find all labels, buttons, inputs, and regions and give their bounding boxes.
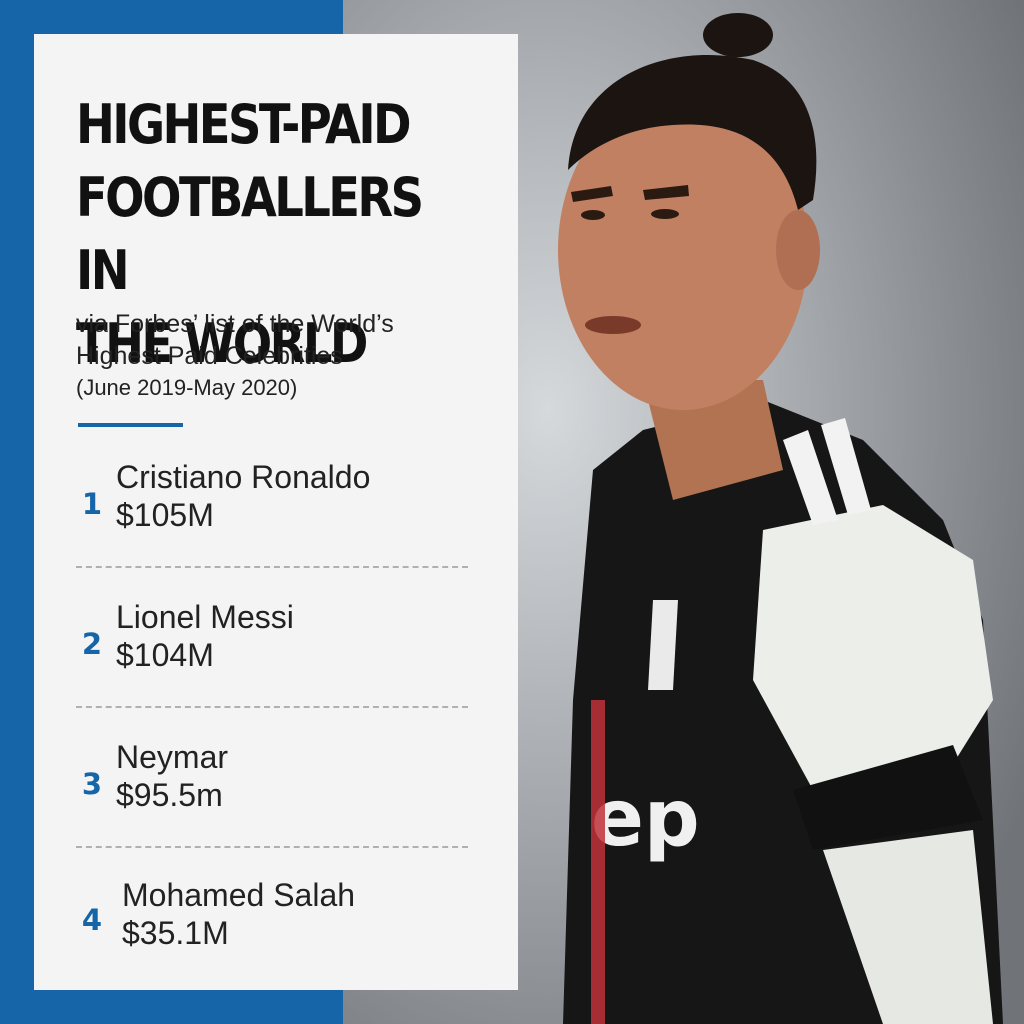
divider: [76, 846, 468, 848]
divider: [76, 706, 468, 708]
rank-number: 3: [81, 767, 103, 801]
bottom-band: [0, 992, 343, 1024]
accent-rule: [78, 423, 183, 427]
headline-line-1: HIGHEST-PAID: [76, 93, 412, 156]
player-name: Lionel Messi: [116, 599, 294, 635]
ranking-item-1: 1 Cristiano Ronaldo $105M: [74, 459, 514, 549]
player-name: Mohamed Salah: [122, 877, 356, 913]
player-earnings: $104M: [116, 637, 214, 673]
headline-line-2: FOOTBALLERS IN: [76, 166, 424, 302]
svg-text:ep: ep: [591, 774, 700, 864]
rank-number: 4: [81, 903, 103, 937]
source-line-1: via Forbes’ list of the World’s: [76, 310, 394, 338]
player-earnings: $105M: [116, 497, 214, 533]
player-name: Neymar: [116, 739, 229, 775]
player-photo: ep: [343, 0, 1024, 1024]
player-name: Cristiano Ronaldo: [116, 459, 371, 495]
ranking-item-2: 2 Lionel Messi $104M: [74, 599, 514, 689]
source-line-2: Highest Paid Celebrities: [76, 342, 343, 370]
period-label: (June 2019-May 2020): [76, 375, 298, 400]
rank-number: 1: [81, 487, 103, 521]
ranking-item-3: 3 Neymar $95.5m: [74, 739, 514, 829]
player-earnings: $35.1M: [122, 915, 229, 951]
headline-line-3: THE WORLD: [76, 312, 368, 375]
source-note: via Forbes’ list of the World’s Highest …: [76, 308, 506, 372]
player-earnings: $95.5m: [116, 777, 223, 813]
divider: [76, 566, 468, 568]
ranking-card: HIGHEST-PAID FOOTBALLERS IN THE WORLD vi…: [34, 34, 518, 990]
rank-number: 2: [81, 627, 103, 661]
ranking-item-4: 4 Mohamed Salah $35.1M: [74, 877, 514, 967]
headline: HIGHEST-PAID FOOTBALLERS IN THE WORLD: [76, 88, 446, 380]
